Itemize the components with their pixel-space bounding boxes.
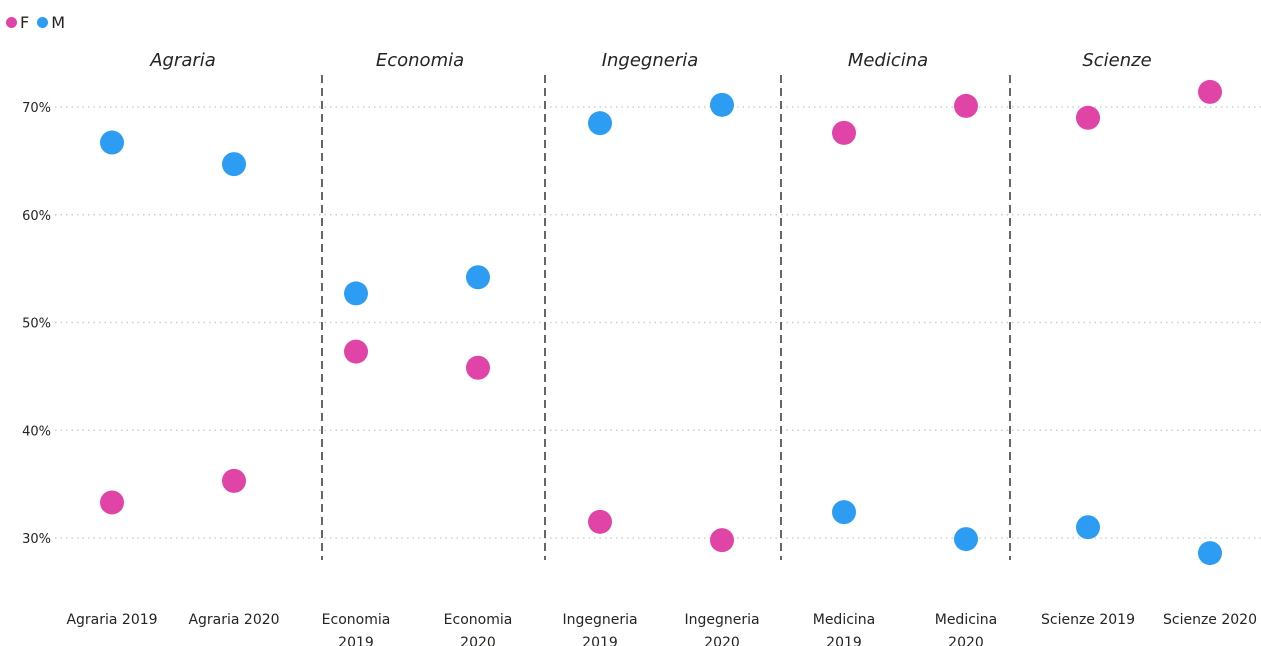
x-tick-label: Economia [444,612,513,628]
x-tick-label: Medicina [935,612,998,628]
legend-marker-icon [37,16,49,28]
x-tick-label: Ingegneria [562,612,637,628]
data-point-f[interactable] [588,509,612,534]
group-header: Scienze [1082,50,1151,71]
data-point-f[interactable] [344,339,368,364]
data-point-m[interactable] [832,500,856,525]
data-point-f[interactable] [222,468,246,493]
x-tick-label: Scienze 2019 [1041,612,1135,628]
x-tick-label: Economia [322,612,391,628]
group-header: Ingegneria [602,50,699,71]
group-header: Economia [376,50,464,71]
x-tick-label: 2020 [948,635,984,646]
data-point-m[interactable] [954,527,978,552]
x-tick-label: Ingegneria [684,612,759,628]
data-point-m[interactable] [100,130,124,155]
data-point-m[interactable] [222,152,246,177]
x-tick-label: 2019 [582,635,618,646]
group-header: Agraria [149,50,216,71]
x-tick-label: Medicina [813,612,876,628]
y-tick-label: 40% [22,424,51,439]
data-point-f[interactable] [1076,105,1100,130]
y-tick-label: 50% [22,317,51,332]
data-point-f[interactable] [100,490,124,515]
x-tick-label: Agraria 2019 [66,612,157,628]
data-point-m[interactable] [344,281,368,306]
data-point-m[interactable] [710,92,734,117]
x-tick-label: Agraria 2020 [188,612,279,628]
legend-item-f[interactable]: F [6,13,29,32]
data-point-f[interactable] [466,355,490,380]
legend-marker-icon [6,16,17,28]
legend-label: F [20,12,30,32]
y-tick-label: 60% [22,209,51,224]
data-point-m[interactable] [1076,515,1100,540]
y-tick-label: 30% [22,532,51,547]
legend-item-m[interactable]: M [37,13,65,32]
data-point-m[interactable] [1198,541,1222,566]
x-tick-label: 2019 [338,635,374,646]
x-tick-label: 2020 [460,635,496,646]
data-point-m[interactable] [588,111,612,136]
x-tick-label: 2019 [826,635,862,646]
y-tick-label: 70% [22,101,51,116]
data-point-m[interactable] [466,265,490,290]
x-tick-label: 2020 [704,635,740,646]
x-tick-label: Scienze 2020 [1163,612,1257,628]
data-point-f[interactable] [832,120,856,145]
data-point-f[interactable] [954,93,978,118]
data-point-f[interactable] [710,528,734,553]
group-header: Medicina [848,50,928,71]
data-point-f[interactable] [1198,79,1222,104]
legend-label: M [51,12,66,32]
